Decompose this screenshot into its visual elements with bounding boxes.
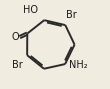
Text: NH₂: NH₂	[69, 60, 88, 70]
Text: O: O	[11, 32, 19, 42]
Text: Br: Br	[12, 60, 23, 70]
Text: HO: HO	[23, 5, 38, 15]
Text: Br: Br	[66, 10, 76, 20]
